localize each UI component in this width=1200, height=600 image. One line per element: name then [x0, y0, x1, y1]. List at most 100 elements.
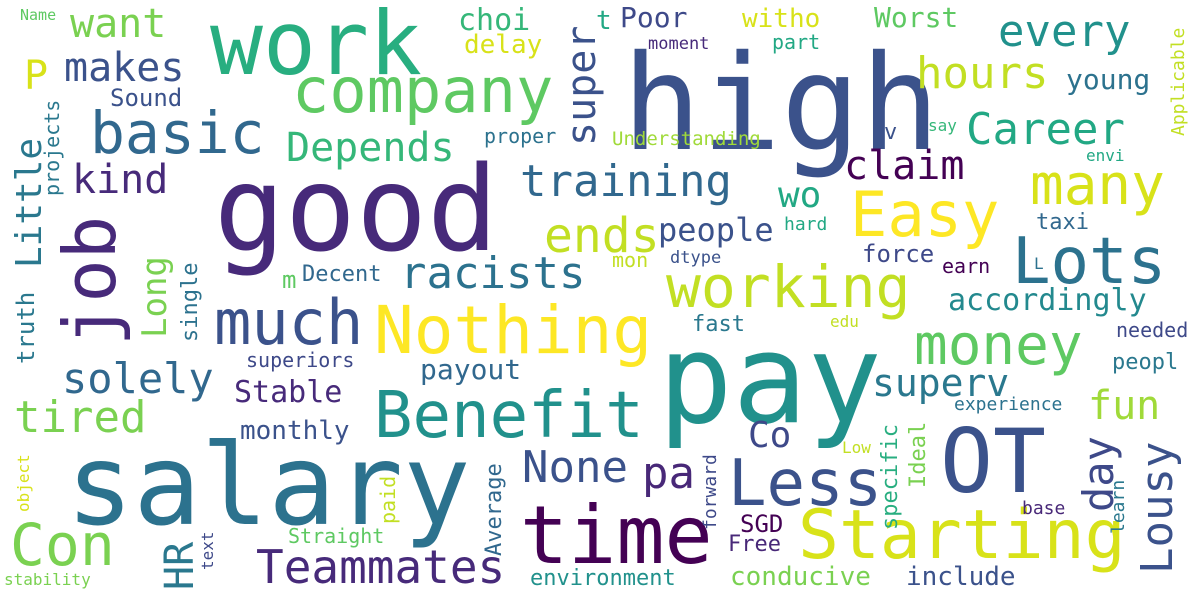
- word-hours: hours: [916, 48, 1049, 99]
- word-ot: OT: [940, 410, 1046, 513]
- word-racists: racists: [400, 248, 586, 299]
- word-superv: superv: [872, 361, 1010, 405]
- word-paid: paid: [376, 475, 400, 524]
- word-nothing: Nothing: [374, 292, 653, 369]
- word-teammates: Teammates: [256, 540, 506, 594]
- word-many: many: [1030, 153, 1165, 218]
- word-p: P: [24, 53, 49, 99]
- word-name: Name: [20, 6, 57, 24]
- word-v: v: [884, 120, 898, 145]
- word-company: company: [292, 54, 554, 127]
- word-much: much: [214, 286, 364, 359]
- word-witho: witho: [742, 4, 821, 34]
- word-applicable: Applicable: [1168, 27, 1189, 136]
- word-payout: payout: [420, 353, 522, 386]
- word-time: time: [520, 489, 713, 582]
- word-starting: Starting: [798, 496, 1126, 575]
- word-peopl: peopl: [1112, 350, 1179, 375]
- word-say: say: [928, 116, 957, 135]
- word-benefit: Benefit: [374, 379, 644, 453]
- word-truth: truth: [12, 291, 40, 364]
- word-proper: proper: [484, 124, 557, 148]
- word-hard: hard: [784, 214, 828, 235]
- word-choi: choi: [458, 3, 531, 38]
- word-ideal: Ideal: [906, 421, 931, 488]
- word-object: object: [14, 454, 33, 512]
- word-edu: edu: [830, 312, 859, 331]
- word-superiors: superiors: [246, 348, 355, 372]
- word-hr: HR: [157, 541, 203, 590]
- word-makes: makes: [64, 45, 185, 91]
- word-taxi: taxi: [1036, 210, 1089, 235]
- word-low: Low: [842, 438, 871, 457]
- word-solely: solely: [62, 354, 214, 403]
- word-work: work: [210, 0, 422, 95]
- word-salary: salary: [66, 421, 471, 551]
- word-force: force: [862, 240, 935, 268]
- word-include: include: [906, 562, 1016, 592]
- word-decent: Decent: [302, 262, 382, 287]
- word-poor: Poor: [620, 1, 688, 34]
- word-claim: claim: [844, 143, 965, 189]
- word-people: people: [658, 211, 774, 249]
- word-learn: learn: [1108, 479, 1129, 534]
- word-specific: specific: [878, 424, 903, 530]
- word-average: Average: [482, 463, 507, 556]
- word-training: training: [520, 156, 732, 207]
- word-m: m: [282, 266, 297, 294]
- word-young: young: [1066, 63, 1151, 96]
- word-sound: Sound: [110, 84, 183, 112]
- word-t: t: [596, 6, 612, 36]
- word-single: single: [178, 262, 203, 342]
- word-base: base: [1022, 498, 1066, 519]
- word-easy: Easy: [850, 178, 1000, 251]
- word-kind: kind: [72, 157, 169, 203]
- word-dtype: dtype: [670, 248, 722, 268]
- word-forward: forward: [700, 454, 721, 530]
- word-environment: environment: [530, 566, 676, 591]
- word-free: Free: [728, 532, 781, 557]
- word-every: every: [998, 6, 1131, 57]
- word-envi: envi: [1086, 146, 1125, 165]
- word-career: Career: [966, 104, 1125, 155]
- word-monthly: monthly: [240, 416, 350, 446]
- word-con: Con: [10, 511, 115, 579]
- word-understanding: Understanding: [612, 128, 761, 150]
- word-fast: fast: [692, 312, 745, 337]
- word-less: Less: [728, 447, 883, 521]
- word-none: None: [522, 442, 628, 493]
- word-basic: basic: [90, 99, 265, 167]
- word-pay: pay: [658, 308, 882, 452]
- word-working: working: [666, 253, 911, 321]
- word-delay: delay: [464, 30, 543, 60]
- word-money: money: [914, 313, 1083, 378]
- word-want: want: [70, 1, 167, 47]
- word-co: Co: [748, 415, 792, 456]
- word-conducive: conducive: [730, 562, 871, 592]
- word-super: super: [559, 25, 605, 146]
- word-part: part: [772, 30, 821, 54]
- word-good: good: [214, 140, 499, 278]
- word-high: high: [622, 27, 940, 181]
- word-wo: wo: [778, 175, 822, 216]
- word-moment: moment: [648, 34, 710, 54]
- word-mon: mon: [612, 248, 649, 272]
- word-text: text: [198, 531, 217, 570]
- word-stable: Stable: [234, 375, 343, 410]
- word-tired: tired: [14, 392, 147, 443]
- word-ends: ends: [544, 208, 660, 264]
- word-sgd: SGD: [740, 510, 784, 538]
- word-accordingly: accordingly: [948, 283, 1147, 318]
- word-experience: experience: [954, 394, 1063, 415]
- word-long: Long: [135, 256, 175, 338]
- word-fun: fun: [1088, 383, 1161, 429]
- word-pa: pa: [642, 448, 695, 499]
- word-needed: needed: [1116, 318, 1189, 342]
- word-lots: Lots: [1012, 225, 1167, 299]
- word-straight: Straight: [288, 524, 385, 548]
- word-earn: earn: [942, 254, 991, 278]
- word-projects: projects: [40, 99, 64, 196]
- word-stability: stability: [4, 570, 91, 589]
- word-lousy: Lousy: [1132, 441, 1183, 574]
